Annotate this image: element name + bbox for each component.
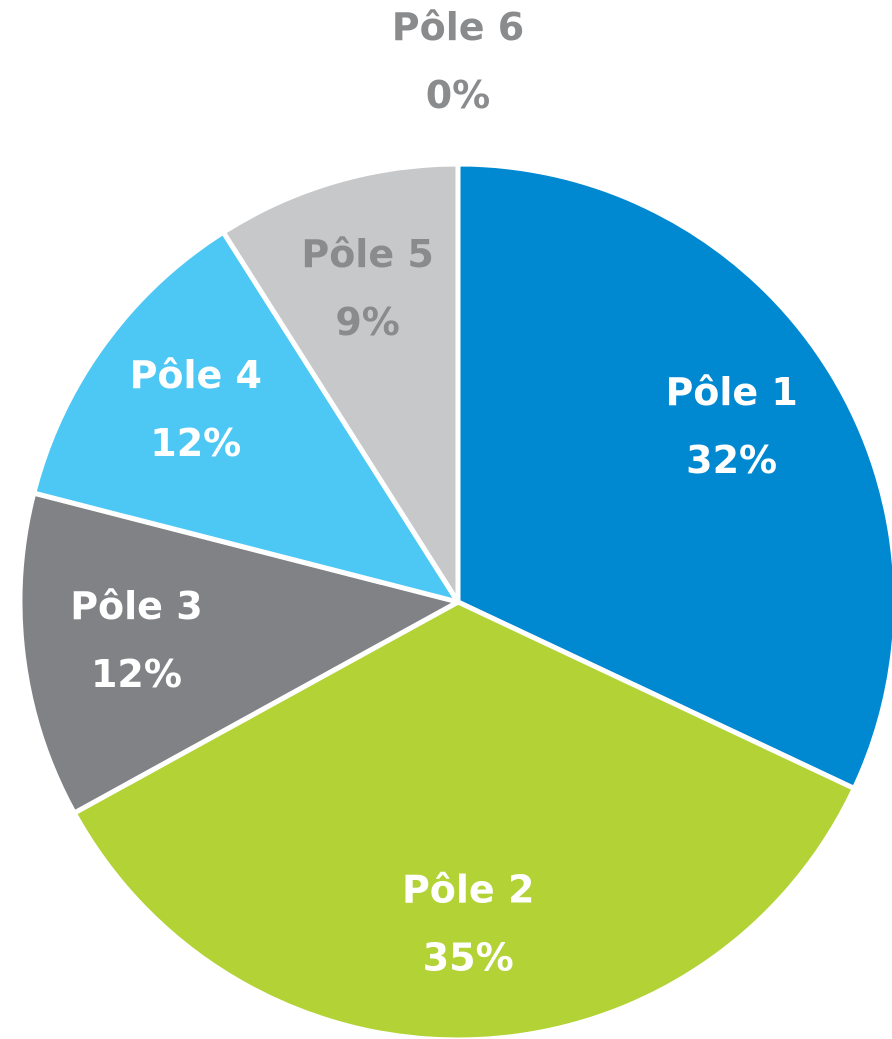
slice-value-label: 9% <box>335 300 400 344</box>
pie-slice <box>455 161 892 791</box>
slice-label: Pôle 4 <box>130 353 262 397</box>
pie-slice <box>220 161 461 605</box>
slice-value-label: 12% <box>91 652 182 696</box>
pie-slice <box>17 490 461 816</box>
pie-slice <box>71 599 857 1039</box>
slice-value-label: 0% <box>426 73 491 117</box>
slice-label: Pôle 5 <box>301 232 433 276</box>
pie-slice <box>31 229 461 605</box>
slice-value-label: 35% <box>423 935 514 979</box>
slice-value-label: 12% <box>150 421 241 465</box>
slice-label: Pôle 2 <box>402 867 534 911</box>
slice-value-label: 32% <box>686 438 777 482</box>
slice-label: Pôle 1 <box>665 370 797 414</box>
slice-label: Pôle 6 <box>392 5 524 49</box>
slice-label: Pôle 3 <box>70 584 202 628</box>
